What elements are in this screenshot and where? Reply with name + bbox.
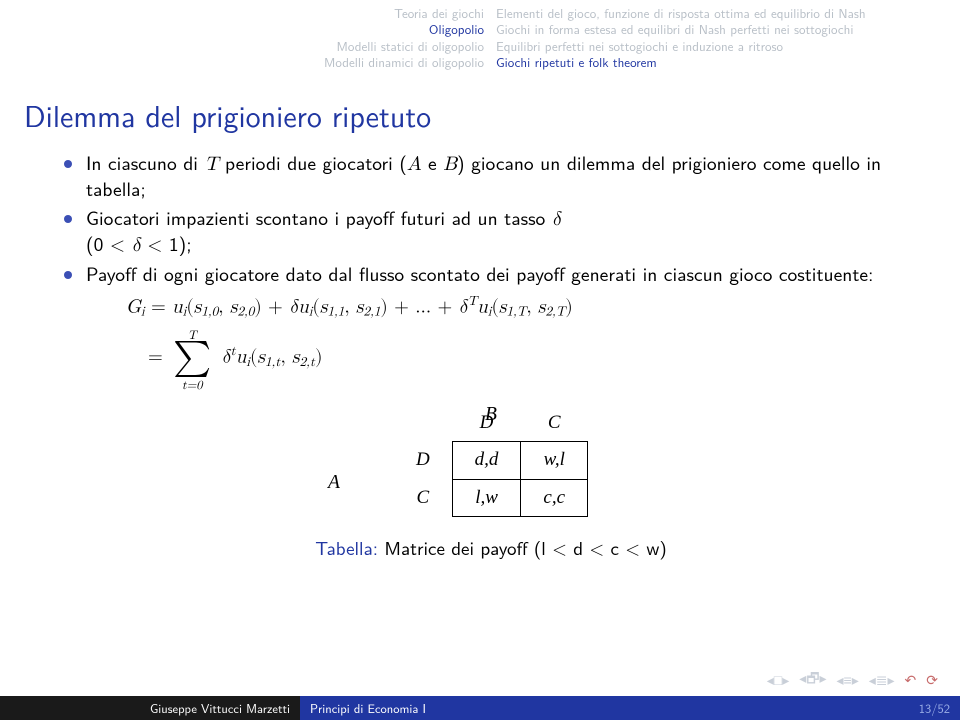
- payoff-cell: c,c: [521, 479, 588, 516]
- payoff-cell: w,l: [521, 442, 588, 479]
- player-a-label: A: [328, 471, 340, 496]
- nav-right-item[interactable]: Giochi ripetuti e folk theorem: [496, 55, 956, 71]
- footer-page: 13/52: [898, 696, 960, 720]
- bullet-text: In ciascuno di: [86, 148, 204, 177]
- slide-title: Dilemma del prigioniero ripetuto: [0, 79, 960, 149]
- payoff-cell: d,d: [452, 442, 521, 479]
- footer-course: Principi di Economia I: [300, 696, 898, 720]
- slide-header: Teoria dei giochi Oligopolio Modelli sta…: [0, 0, 960, 79]
- equation-line-2: = T ∑ t=0 δtui(s1,t, s2,t): [148, 324, 896, 393]
- nav-first-icon[interactable]: ◂□▸: [767, 670, 790, 690]
- bullet-text: e: [422, 148, 444, 177]
- player-b-label: B: [485, 403, 497, 428]
- header-right-nav: Elementi del gioco, funzione di risposta…: [496, 6, 956, 71]
- nav-left-item[interactable]: Modelli dinamici di oligopolio: [0, 55, 484, 71]
- bullet-item: Giocatori impazienti scontano i payoff f…: [86, 206, 896, 258]
- nav-left-item[interactable]: Teoria dei giochi: [0, 6, 484, 22]
- table-caption: Tabella: Matrice dei payoff (l < d < c <…: [86, 535, 896, 559]
- bullet-item: Payoff di ogni giocatore dato dal flusso…: [86, 262, 896, 287]
- nav-fwd-icon[interactable]: ◂≣▸: [869, 670, 895, 690]
- beamer-nav-icons: ◂□▸ ◂🗗▸ ◂≡▸ ◂≣▸ ↶ ⟳: [767, 668, 938, 692]
- equation-line-1: Gi = ui(s1,0, s2,0) + δui(s1,1, s2,1) + …: [126, 293, 896, 321]
- nav-search-icon[interactable]: ↶: [905, 670, 917, 690]
- header-left-nav: Teoria dei giochi Oligopolio Modelli sta…: [0, 6, 496, 71]
- bullet-text: periodi due giocatori (: [219, 148, 407, 177]
- nav-back-icon[interactable]: ◂≡▸: [837, 670, 859, 690]
- nav-prev-icon[interactable]: ◂🗗▸: [799, 668, 826, 692]
- slide-content: In ciascuno di T periodi due giocatori (…: [0, 149, 960, 559]
- col-header: C: [521, 405, 588, 442]
- bullet-item: In ciascuno di T periodi due giocatori (…: [86, 151, 896, 202]
- footer-author: Giuseppe Vittucci Marzetti: [0, 696, 300, 720]
- slide-footer: Giuseppe Vittucci Marzetti Principi di E…: [0, 696, 960, 720]
- bullet-text: Giocatori impazienti scontano i payoff f…: [86, 203, 552, 232]
- row-header: D: [394, 442, 452, 479]
- row-header: C: [394, 479, 452, 516]
- payoff-cell: l,w: [452, 479, 521, 516]
- nav-loop-icon[interactable]: ⟳: [926, 670, 938, 690]
- sigma-symbol: T ∑ t=0: [173, 324, 211, 393]
- bullet-text: Payoff di ogni giocatore dato dal flusso…: [86, 259, 873, 288]
- payoff-matrix-block: B A D C D d,d w,l C l,w c,c: [86, 405, 896, 559]
